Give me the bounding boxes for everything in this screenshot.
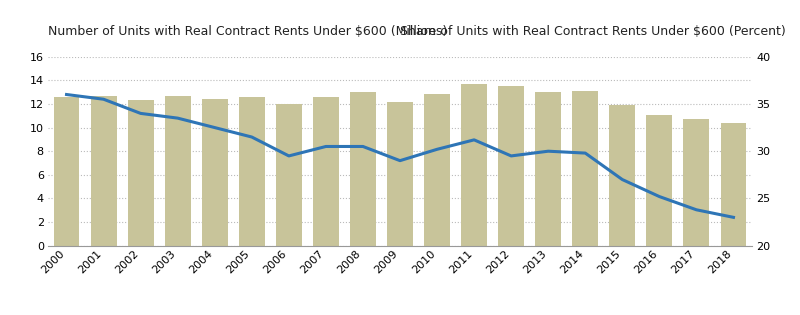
Bar — [721, 123, 746, 246]
Bar — [498, 86, 524, 246]
Bar — [239, 97, 265, 246]
Bar — [54, 97, 79, 246]
Bar — [350, 92, 376, 246]
Bar — [461, 84, 487, 246]
Bar — [387, 102, 413, 246]
Bar — [313, 97, 339, 246]
Bar — [128, 100, 154, 246]
Bar — [276, 104, 302, 246]
Bar — [202, 99, 228, 246]
Bar — [90, 96, 117, 246]
Bar — [572, 91, 598, 246]
Bar — [424, 94, 450, 246]
Text: Share of Units with Real Contract Rents Under $600 (Percent): Share of Units with Real Contract Rents … — [400, 25, 786, 38]
Bar — [610, 105, 635, 246]
Bar — [646, 115, 672, 246]
Bar — [535, 92, 561, 246]
Bar — [683, 119, 710, 246]
Text: Number of Units with Real Contract Rents Under $600 (Millions): Number of Units with Real Contract Rents… — [48, 25, 447, 38]
Bar — [165, 96, 190, 246]
